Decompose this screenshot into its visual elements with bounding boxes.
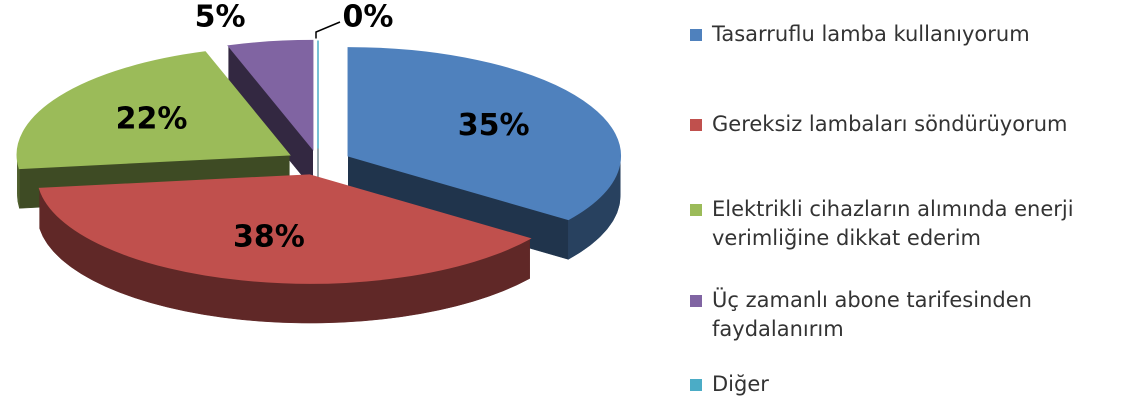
- legend-swatch: [690, 204, 702, 216]
- legend-item: Elektrikli cihazların alımında enerji ve…: [690, 195, 1110, 253]
- legend-swatch: [690, 119, 702, 131]
- data-label: 0%: [343, 0, 394, 35]
- legend-label: Üç zamanlı abone tarifesinden faydalanır…: [712, 288, 1032, 341]
- legend-swatch: [690, 295, 702, 307]
- legend-item: Diğer: [690, 370, 1110, 399]
- leader-line: [315, 21, 341, 39]
- legend-label: Diğer: [712, 372, 769, 396]
- legend-item: Tasarruflu lamba kullanıyorum: [690, 20, 1110, 49]
- data-label: 22%: [116, 102, 188, 137]
- slice: [16, 51, 291, 170]
- data-label: 5%: [195, 0, 246, 35]
- data-label: 35%: [458, 108, 530, 143]
- legend-label: Tasarruflu lamba kullanıyorum: [712, 22, 1030, 46]
- legend-label: Elektrikli cihazların alımında enerji ve…: [712, 197, 1074, 250]
- pie-area: 35% 38% 22% 5% 0%: [16, 0, 621, 324]
- legend-item: Gereksiz lambaları söndürüyorum: [690, 110, 1110, 139]
- slice: [38, 174, 532, 284]
- legend-swatch: [690, 379, 702, 391]
- data-label: 38%: [233, 219, 305, 254]
- slice: [227, 39, 314, 151]
- legend-item: Üç zamanlı abone tarifesinden faydalanır…: [690, 286, 1110, 344]
- legend-label: Gereksiz lambaları söndürüyorum: [712, 112, 1068, 136]
- slice: [347, 47, 621, 221]
- legend-swatch: [690, 29, 702, 41]
